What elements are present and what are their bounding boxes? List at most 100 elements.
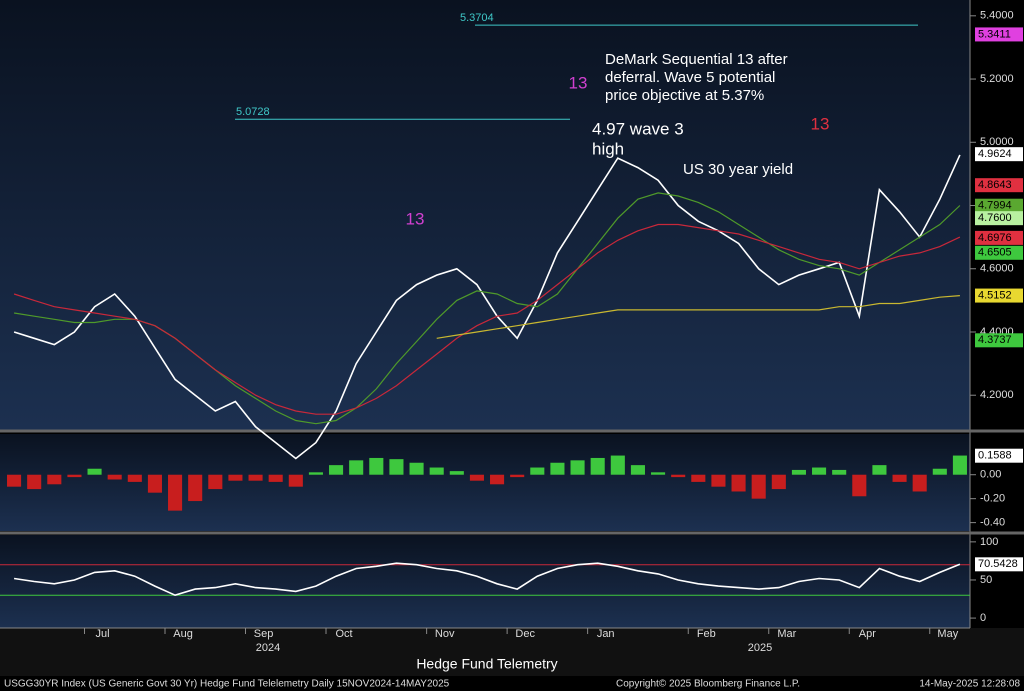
x-tick-label: Jan	[597, 628, 615, 640]
bar	[651, 472, 666, 475]
footer-center: Copyright© 2025 Bloomberg Finance L.P.	[616, 679, 800, 690]
y-tick-label: 4.2000	[980, 389, 1014, 401]
y-tick-label: 0	[980, 612, 986, 624]
price-panel	[0, 0, 970, 430]
price-tag	[975, 27, 1023, 42]
bar	[127, 474, 142, 482]
bar	[771, 474, 786, 490]
bar	[288, 474, 303, 487]
price-tag	[975, 211, 1023, 226]
y-tick-label: 4.6000	[980, 263, 1014, 275]
y-tick-label: -0.20	[980, 493, 1005, 505]
bar	[892, 474, 907, 482]
x-tick-label: Jul	[96, 628, 110, 640]
x-tick-label: Feb	[697, 628, 716, 640]
bar	[329, 465, 344, 475]
price-tag	[975, 288, 1023, 303]
bar	[67, 474, 82, 478]
bar	[349, 460, 364, 475]
price-tag-label: 4.7600	[978, 212, 1012, 224]
bar	[550, 462, 565, 475]
price-tag	[975, 448, 1023, 463]
series-line	[13, 562, 961, 597]
bar	[188, 474, 203, 502]
bar	[671, 474, 686, 478]
price-tag-label: 4.8643	[978, 179, 1012, 191]
price-tag-label: 70.5428	[978, 558, 1018, 570]
annotation: high	[592, 139, 624, 158]
bar	[932, 468, 947, 475]
bar	[47, 474, 62, 485]
price-tag	[975, 230, 1023, 245]
bar	[268, 474, 283, 482]
bar	[791, 469, 806, 475]
bar	[691, 474, 706, 482]
y-tick-label: 0.00	[980, 469, 1001, 481]
annotation: DeMark Sequential 13 after	[605, 51, 788, 68]
bar	[369, 457, 384, 475]
level-label: 5.3704	[460, 12, 494, 24]
price-tag	[975, 178, 1023, 193]
bar	[7, 474, 22, 487]
bar	[590, 457, 605, 475]
bar	[308, 472, 323, 475]
bar	[248, 474, 263, 481]
year-label: 2024	[256, 642, 280, 654]
price-tag	[975, 198, 1023, 213]
x-tick-label: Aug	[173, 628, 193, 640]
y-tick-label: 5.2000	[980, 73, 1014, 85]
bar	[389, 459, 404, 475]
macd-panel	[0, 434, 970, 531]
bar	[469, 474, 484, 481]
footer-left: USGG30YR Index (US Generic Govt 30 Yr) H…	[4, 679, 450, 690]
bar	[751, 474, 766, 499]
y-tick-label: 5.4000	[980, 10, 1014, 22]
bar	[107, 474, 122, 480]
x-tick-label: Nov	[435, 628, 455, 640]
bar	[711, 474, 726, 487]
year-label: 2025	[748, 642, 772, 654]
bar	[832, 469, 847, 475]
price-tag-label: 4.3737	[978, 334, 1012, 346]
x-tick-label: May	[937, 628, 958, 640]
x-tick-label: Mar	[777, 628, 796, 640]
series-line	[13, 223, 961, 415]
annotation: 4.97 wave 3	[592, 119, 684, 138]
price-tag-label: 5.3411	[978, 28, 1011, 40]
footer-title: Hedge Fund Telemetry	[416, 656, 557, 672]
bar	[952, 455, 967, 475]
price-tag-label: 4.5152	[978, 289, 1012, 301]
bar	[490, 474, 505, 485]
annotation: 13	[406, 209, 425, 228]
bar	[449, 471, 464, 475]
y-tick-label: -0.40	[980, 517, 1005, 529]
bar	[429, 467, 444, 475]
annotation: price objective at 5.37%	[605, 87, 764, 104]
price-tag	[975, 333, 1023, 348]
price-tag	[975, 245, 1023, 260]
x-tick-label: Oct	[336, 628, 353, 640]
annotation: deferral. Wave 5 potential	[605, 69, 775, 86]
bar	[530, 467, 545, 475]
bar	[570, 460, 585, 475]
x-tick-label: Sep	[254, 628, 274, 640]
series-line	[13, 154, 961, 460]
footer-bar	[0, 676, 1024, 691]
annotation: 13	[811, 114, 830, 133]
x-tick-label: Dec	[515, 628, 535, 640]
bar	[510, 474, 525, 478]
bar	[409, 462, 424, 475]
footer-right: 14-May-2025 12:28:08	[919, 679, 1020, 690]
annotation: 13	[569, 73, 588, 92]
price-tag-label: 4.6505	[978, 247, 1012, 259]
price-tag-label: 0.1588	[978, 450, 1012, 462]
y-tick-label: 5.0000	[980, 136, 1014, 148]
bar	[228, 474, 243, 481]
y-tick-label: 50	[980, 574, 992, 586]
price-tag	[975, 557, 1023, 572]
bar	[852, 474, 867, 497]
bar	[912, 474, 927, 492]
price-tag-label: 4.6976	[978, 232, 1012, 244]
price-tag-label: 4.9624	[978, 148, 1012, 160]
